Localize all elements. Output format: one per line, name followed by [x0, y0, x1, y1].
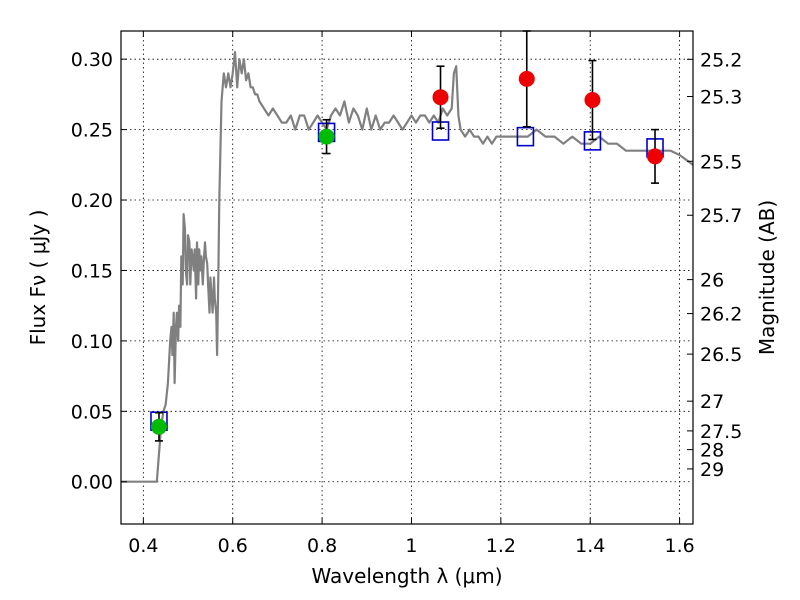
model-square — [516, 126, 535, 147]
y-tick-label: 0.00 — [71, 472, 113, 494]
x-tick-label: 1.4 — [575, 535, 605, 557]
y-tick-label: 0.20 — [71, 190, 113, 212]
right-tick-label: 25.3 — [700, 86, 742, 108]
x-tick-label: 0.6 — [218, 535, 248, 557]
plot-frame — [120, 30, 694, 525]
red-point — [584, 92, 601, 109]
right-tick-label: 25.2 — [700, 49, 742, 71]
right-tick-label: 27.5 — [700, 421, 742, 443]
x-tick-label: 0.8 — [307, 535, 337, 557]
y-tick-label: 0.15 — [71, 260, 113, 282]
observed-point-series — [150, 70, 664, 435]
axis-ticks: 0.4 0.6 0.8 1 1.2 1.4 1.6 0.00 0.05 0.10 0.15 0.20 0… — [71, 31, 742, 557]
x-tick-label: 1.6 — [664, 535, 694, 557]
right-tick-label: 26 — [700, 270, 724, 292]
y-tick-label: 0.30 — [71, 49, 113, 71]
red-point — [432, 89, 449, 106]
y-tick-label: 0.25 — [71, 120, 113, 142]
right-tick-label: 26.2 — [700, 304, 742, 326]
green-point — [318, 128, 335, 145]
y-axis-label: Flux Fν ( μJy ) — [26, 210, 50, 346]
red-point — [647, 148, 664, 165]
x-tick-label: 0.4 — [128, 535, 158, 557]
x-axis-label: Wavelength λ (μm) — [311, 564, 502, 588]
error-bars — [154, 30, 660, 442]
y-tick-label: 0.10 — [71, 331, 113, 353]
spectrum-line — [121, 51, 694, 483]
y-tick-label: 0.05 — [71, 401, 113, 423]
green-point — [150, 418, 167, 435]
right-tick-label: 25.5 — [700, 151, 742, 173]
model-square-series — [150, 121, 664, 431]
right-tick-label: 26.5 — [700, 344, 742, 366]
right-tick-label: 29 — [700, 459, 724, 481]
x-tick-label: 1.2 — [486, 535, 516, 557]
right-tick-label: 25.7 — [700, 205, 742, 227]
x-tick-label: 1 — [405, 535, 417, 557]
right-axis-label: Magnitude (AB) — [755, 200, 779, 355]
right-tick-label: 27 — [700, 391, 724, 413]
red-point — [518, 70, 535, 87]
right-tick-label: 28 — [700, 440, 724, 462]
spectrum-series — [121, 51, 694, 483]
